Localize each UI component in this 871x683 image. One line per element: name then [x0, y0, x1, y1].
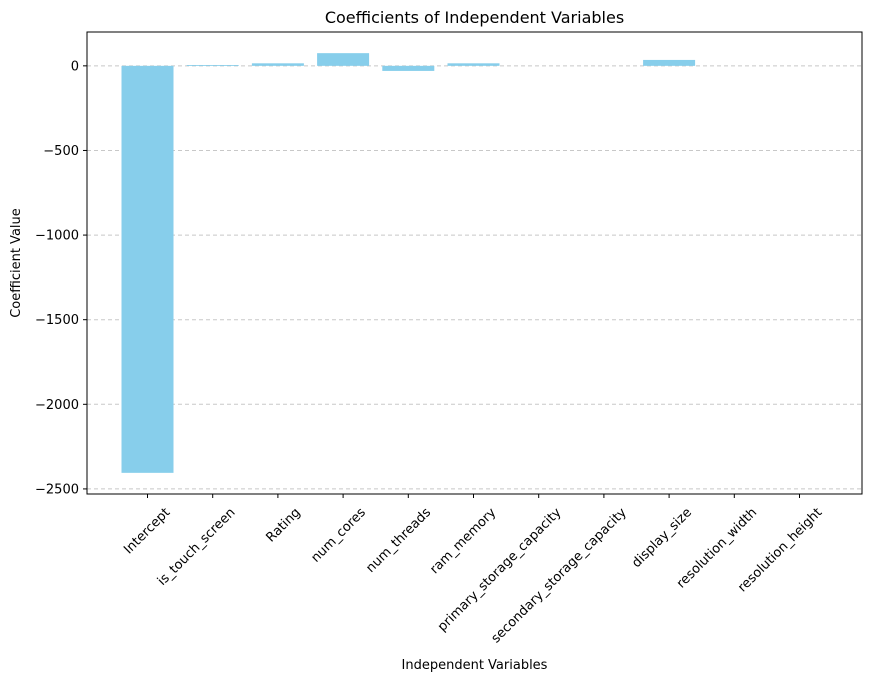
y-tick-label: −2000 [35, 398, 79, 413]
bar [121, 65, 174, 473]
x-tick-label: num_threads [363, 505, 434, 576]
x-tick-label: primary_storage_capacity [435, 505, 565, 635]
x-tick-label: display_size [629, 505, 695, 571]
x-tick-label: Rating [263, 505, 303, 545]
x-tick-label: num_cores [308, 505, 369, 566]
bar [317, 53, 370, 66]
x-tick-label: Intercept [121, 505, 173, 557]
y-tick-label: 0 [71, 59, 79, 74]
y-tick-label: −1500 [35, 313, 79, 328]
bar [447, 63, 500, 66]
bar [643, 59, 696, 66]
bar [186, 65, 239, 66]
chart-title: Coefficients of Independent Variables [325, 8, 624, 27]
y-tick-label: −2500 [35, 482, 79, 497]
y-tick-label: −500 [43, 144, 79, 159]
y-tick-label: −1000 [35, 229, 79, 244]
y-axis-title: Coefficient Value [9, 208, 24, 318]
x-tick-label: ram_memory [427, 505, 499, 577]
plot-frame [86, 31, 863, 495]
grid-lines [87, 65, 862, 490]
y-axis-ticks: 0 −500 −1000 −1500 −2000 −2500 [35, 59, 87, 497]
bar [382, 65, 435, 71]
bar [251, 63, 304, 66]
bars-group [121, 53, 696, 473]
x-tick-label: secondary_storage_capacity [489, 505, 630, 646]
x-axis-title: Independent Variables [402, 658, 548, 673]
plot-background [87, 32, 862, 494]
